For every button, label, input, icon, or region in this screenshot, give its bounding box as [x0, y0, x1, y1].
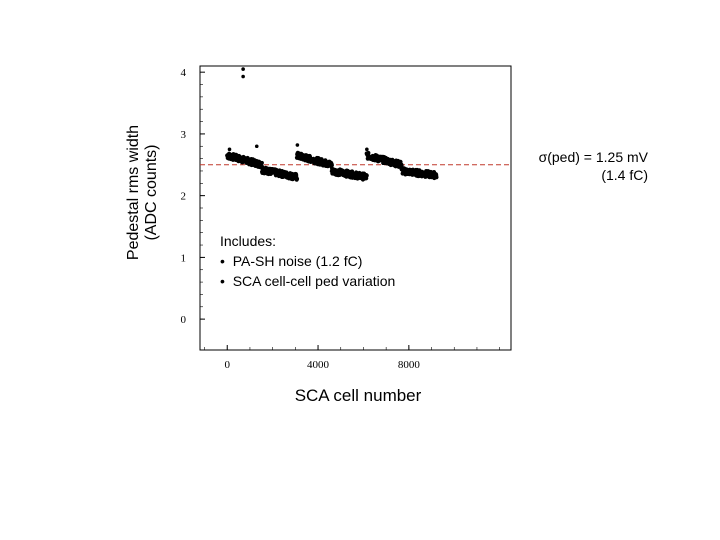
x-tick-label: 0 [224, 359, 230, 371]
includes-item: • PA-SH noise (1.2 fC) [220, 253, 363, 269]
data-point [329, 163, 334, 168]
includes-heading: Includes: [220, 233, 277, 249]
x-tick-label: 4000 [307, 359, 330, 371]
data-point [366, 150, 371, 156]
includes-note: Includes: • PA-SH noise (1.2 fC) • SCA c… [220, 231, 395, 291]
y-axis-label-line-1: Pedestal rms width [125, 124, 142, 261]
y-tick-label: 0 [181, 314, 187, 326]
x-tick-label: 8000 [398, 359, 421, 371]
data-point [399, 163, 404, 168]
includes-item-text: SCA cell-cell ped variation [232, 273, 396, 289]
data-point [323, 158, 328, 163]
outlier-point [241, 74, 245, 79]
outlier-point [227, 147, 232, 152]
x-axis-label: SCA cell number [294, 386, 422, 405]
data-point [294, 176, 300, 182]
outlier-point [241, 67, 245, 71]
y-tick-label: 1 [181, 252, 187, 264]
y-axis-label-line-2: (ADC counts) [143, 144, 160, 241]
sigma-annotation-line-1: σ(ped) = 1.25 mV [538, 149, 648, 165]
data-point [259, 160, 264, 166]
outlier-point [365, 147, 369, 152]
outlier-point [295, 143, 300, 147]
plot-frame [199, 65, 512, 351]
y-tick-label: 2 [181, 191, 187, 203]
outlier-point [254, 144, 259, 149]
sigma-annotation-line-2: (1.4 fC) [601, 167, 648, 183]
data-point [364, 173, 369, 178]
y-tick-label: 4 [181, 67, 187, 79]
data-point [434, 175, 439, 180]
sigma-annotation: σ(ped) = 1.25 mV (1.4 fC) [539, 148, 648, 184]
includes-item: • SCA cell-cell ped variation [220, 273, 396, 289]
y-tick-label: 3 [181, 129, 187, 141]
includes-item-text: PA-SH noise (1.2 fC) [232, 253, 363, 269]
y-axis-label: Pedestal rms width (ADC counts) [125, 115, 161, 270]
